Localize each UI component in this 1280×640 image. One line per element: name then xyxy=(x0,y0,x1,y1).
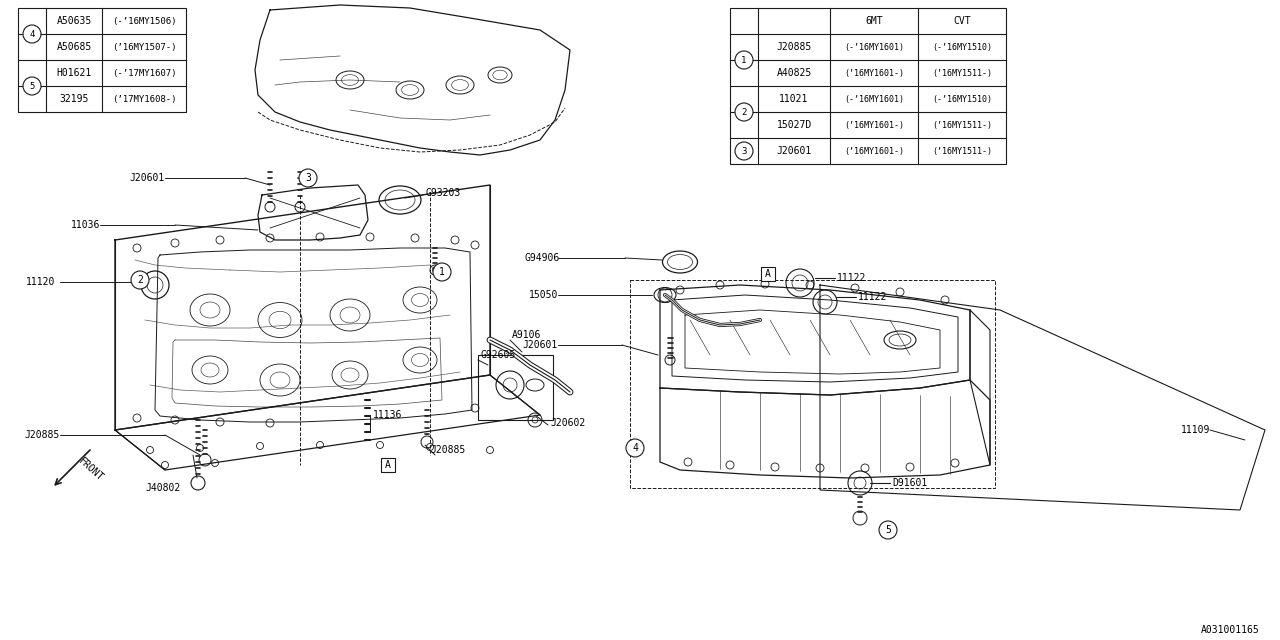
Text: A50685: A50685 xyxy=(56,42,92,52)
Circle shape xyxy=(23,25,41,43)
Text: 11122: 11122 xyxy=(858,292,887,302)
Text: A40825: A40825 xyxy=(777,68,812,78)
Text: 4: 4 xyxy=(29,29,35,38)
Text: 15050: 15050 xyxy=(529,290,558,300)
Text: (’16MY1507-): (’16MY1507-) xyxy=(111,42,177,51)
Text: 11136: 11136 xyxy=(372,410,402,420)
Text: 3: 3 xyxy=(741,147,746,156)
Bar xyxy=(477,355,553,420)
Text: A: A xyxy=(385,460,390,470)
Text: 5: 5 xyxy=(884,525,891,535)
Text: (’16MY1511-): (’16MY1511-) xyxy=(932,120,992,129)
Text: (’17MY1608-): (’17MY1608-) xyxy=(111,95,177,104)
Text: 11122: 11122 xyxy=(837,273,867,283)
Circle shape xyxy=(735,103,753,121)
Text: A50635: A50635 xyxy=(56,16,92,26)
Text: (’16MY1511-): (’16MY1511-) xyxy=(932,147,992,156)
Text: (’16MY1601-): (’16MY1601-) xyxy=(844,68,904,77)
Text: J20885: J20885 xyxy=(24,430,60,440)
Circle shape xyxy=(735,142,753,160)
Text: 11120: 11120 xyxy=(26,277,55,287)
Text: 11021: 11021 xyxy=(780,94,809,104)
Text: J20601: J20601 xyxy=(777,146,812,156)
Text: (-’16MY1601): (-’16MY1601) xyxy=(844,95,904,104)
Text: 2: 2 xyxy=(137,275,143,285)
Circle shape xyxy=(626,439,644,457)
Text: J20885: J20885 xyxy=(777,42,812,52)
Circle shape xyxy=(300,169,317,187)
Text: J20885: J20885 xyxy=(430,445,465,455)
Text: D91601: D91601 xyxy=(892,478,927,488)
Text: 1: 1 xyxy=(439,267,445,277)
Text: A031001165: A031001165 xyxy=(1201,625,1260,635)
Text: G92605: G92605 xyxy=(480,350,516,360)
Text: 6MT: 6MT xyxy=(865,16,883,26)
Text: 11109: 11109 xyxy=(1180,425,1210,435)
Text: (’16MY1511-): (’16MY1511-) xyxy=(932,68,992,77)
Text: (’16MY1601-): (’16MY1601-) xyxy=(844,120,904,129)
Circle shape xyxy=(735,51,753,69)
Text: FRONT: FRONT xyxy=(77,456,105,483)
Text: G93203: G93203 xyxy=(425,188,461,198)
Text: (-’16MY1510): (-’16MY1510) xyxy=(932,95,992,104)
Text: 5: 5 xyxy=(29,81,35,90)
Bar xyxy=(630,280,995,488)
Bar xyxy=(730,8,1006,164)
Circle shape xyxy=(879,521,897,539)
Text: (-’16MY1506): (-’16MY1506) xyxy=(111,17,177,26)
Circle shape xyxy=(23,77,41,95)
Text: A9106: A9106 xyxy=(512,330,541,340)
Text: 1: 1 xyxy=(741,56,746,65)
Circle shape xyxy=(131,271,148,289)
Text: 32195: 32195 xyxy=(59,94,88,104)
Text: G94906: G94906 xyxy=(525,253,561,263)
Bar xyxy=(381,458,396,472)
Text: (-’16MY1510): (-’16MY1510) xyxy=(932,42,992,51)
Circle shape xyxy=(433,263,451,281)
Text: J40802: J40802 xyxy=(145,483,180,493)
Text: J20601: J20601 xyxy=(129,173,165,183)
Text: 2: 2 xyxy=(741,108,746,116)
Text: H01621: H01621 xyxy=(56,68,92,78)
Text: J20601: J20601 xyxy=(522,340,558,350)
Bar xyxy=(762,267,774,281)
Text: 11036: 11036 xyxy=(70,220,100,230)
Text: 3: 3 xyxy=(305,173,311,183)
Text: J20602: J20602 xyxy=(550,418,585,428)
Text: (-’17MY1607): (-’17MY1607) xyxy=(111,68,177,77)
Text: CVT: CVT xyxy=(954,16,970,26)
Text: A: A xyxy=(765,269,771,279)
Bar xyxy=(18,8,186,112)
Text: 4: 4 xyxy=(632,443,637,453)
Text: (’16MY1601-): (’16MY1601-) xyxy=(844,147,904,156)
Text: (-’16MY1601): (-’16MY1601) xyxy=(844,42,904,51)
Text: 15027D: 15027D xyxy=(777,120,812,130)
